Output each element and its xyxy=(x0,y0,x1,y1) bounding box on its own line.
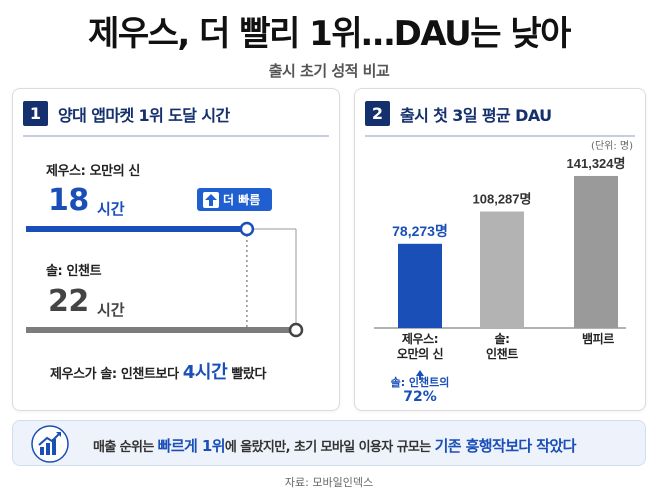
dau-bar-chart: 78,273명 108,287명 141,324명 xyxy=(374,156,626,380)
bar-sol-hours xyxy=(26,327,296,333)
panel-first-rank-time: 1 양대 앱마켓 1위 도달 시간 xyxy=(12,88,340,411)
comparison-summary: 제우스가 솔: 인챈트보다 4시간 빨랐다 xyxy=(50,362,267,383)
takeaway-banner: 매출 순위는 빠르게 1위에 올랐지만, 초기 모바일 이용자 규모는 기존 흥… xyxy=(12,420,646,466)
hours-value-zeus: 18 xyxy=(48,183,89,218)
category-label-sol: 솔: 인챈트 xyxy=(486,332,518,361)
panel-number-badge: 1 xyxy=(23,101,48,126)
unit-note: (단위: 명) xyxy=(591,141,633,152)
takeaway-text: 매출 순위는 빠르게 1위에 올랐지만, 초기 모바일 이용자 규모는 기존 흥… xyxy=(93,437,577,455)
page-title: 제우스, 더 빨리 1위…DAU는 낮아 xyxy=(88,14,571,54)
header-divider xyxy=(365,135,635,137)
arrow-up-icon xyxy=(416,370,424,380)
bar-end-marker-zeus xyxy=(239,221,255,237)
game-label-zeus: 제우스: 오만의 신 xyxy=(46,164,140,179)
hours-unit-sol: 시간 xyxy=(97,301,125,319)
header-divider xyxy=(23,135,329,137)
category-label-zeus: 제우스: 오만의 신 xyxy=(396,332,444,361)
bar-zeus-dau xyxy=(398,243,442,328)
hours-unit-zeus: 시간 xyxy=(97,200,125,218)
bar-zeus-hours xyxy=(26,226,247,232)
growth-chart-icon xyxy=(31,425,69,463)
time-to-first-chart xyxy=(26,221,304,338)
page-subtitle: 출시 초기 성적 비교 xyxy=(268,62,390,80)
panel-title: 양대 앱마켓 1위 도달 시간 xyxy=(58,105,230,125)
bar-vampir-dau xyxy=(574,175,618,328)
value-label-vampir: 141,324명 xyxy=(567,156,626,171)
panel-number-badge: 2 xyxy=(365,101,390,126)
value-label-zeus: 78,273명 xyxy=(392,223,448,239)
category-label-vampir: 뱀피르 xyxy=(582,332,614,346)
share-note-percent: 72% xyxy=(403,389,437,405)
faster-badge: 더 빠름 xyxy=(197,188,272,211)
panel-header: 2 출시 첫 3일 평균 DAU xyxy=(365,101,552,126)
game-label-sol: 솔: 인챈트 xyxy=(46,264,102,279)
panel-title: 출시 첫 3일 평균 DAU xyxy=(400,105,552,125)
share-note: 솔: 인챈트의 72% xyxy=(372,376,468,404)
hours-value-sol: 22 xyxy=(48,284,89,319)
summary-highlight: 4시간 xyxy=(182,362,228,383)
value-label-sol: 108,287명 xyxy=(473,191,532,206)
takeaway-emphasis-2: 기존 흥행작보다 작았다 xyxy=(434,437,577,455)
panel-header: 1 양대 앱마켓 1위 도달 시간 xyxy=(23,101,230,126)
bar-sol-dau xyxy=(480,211,524,328)
arrow-up-icon xyxy=(203,191,219,208)
source-note: 자료: 모바일인덱스 xyxy=(284,476,374,489)
takeaway-emphasis-1: 빠르게 1위 xyxy=(157,437,226,455)
faster-badge-label: 더 빠름 xyxy=(223,193,261,207)
share-note-text: 솔: 인챈트의 xyxy=(390,376,450,389)
bar-end-marker-sol xyxy=(288,322,304,338)
